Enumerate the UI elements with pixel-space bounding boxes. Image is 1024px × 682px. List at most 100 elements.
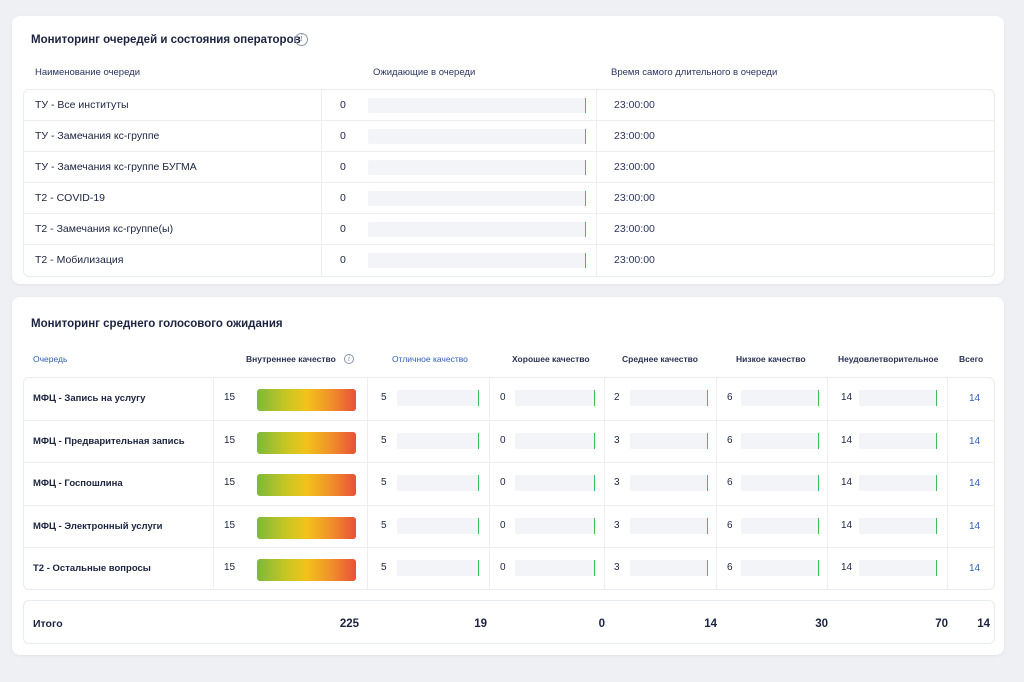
bad-quality-bar: [859, 560, 937, 576]
column-divider: [716, 420, 717, 462]
column-header-low-quality[interactable]: Низкое качество: [736, 354, 806, 364]
queue-row[interactable]: Т2 - COVID-19 0 23:00:00: [24, 183, 994, 214]
voice-queue-row[interactable]: МФЦ - Электронный услуги 15 5 0 3 6 14 14: [24, 505, 994, 548]
low-quality-bar: [741, 560, 819, 576]
column-header-total[interactable]: Всего: [959, 354, 984, 364]
info-icon[interactable]: i: [344, 354, 354, 364]
column-divider: [827, 463, 828, 505]
low-quality-bar: [741, 390, 819, 406]
voice-queue-row[interactable]: Т2 - Остальные вопросы 15 5 0 3 6 14 14: [24, 548, 994, 589]
column-divider: [367, 420, 368, 462]
column-divider: [604, 505, 605, 547]
column-divider: [716, 463, 717, 505]
medium-quality-bar: [630, 560, 708, 576]
good-quality-bar: [515, 475, 595, 491]
total-internal: 225: [339, 618, 359, 630]
excellent-quality-value: 5: [381, 519, 387, 531]
waiting-bar: [368, 222, 586, 237]
voice-wait-totals-row: Итого 225 19 0 14 30 70 14: [23, 600, 995, 644]
bar-marker: [817, 560, 819, 576]
column-divider: [321, 183, 322, 213]
info-icon[interactable]: i: [295, 33, 308, 46]
bar-marker: [706, 560, 708, 576]
low-quality-bar: [741, 432, 819, 449]
column-header-medium-quality[interactable]: Среднее качество: [622, 354, 698, 364]
bad-quality-value: 14: [841, 562, 853, 573]
column-divider: [596, 183, 597, 213]
queue-row[interactable]: ТУ - Замечания кс-группе БУГМА 0 23:00:00: [24, 152, 994, 183]
voice-queue-name: МФЦ - Запись на услугу: [33, 393, 146, 404]
bar-marker: [593, 560, 595, 576]
medium-quality-bar: [630, 390, 708, 406]
column-divider: [489, 463, 490, 505]
good-quality-value: 0: [500, 519, 506, 531]
longest-wait-time: 23:00:00: [614, 161, 655, 173]
column-header-excellent-quality[interactable]: Отличное качество: [392, 354, 468, 364]
column-header-internal-quality[interactable]: Внутреннее качество: [246, 354, 336, 364]
medium-quality-bar: [630, 517, 708, 534]
voice-total-value: 14: [969, 393, 981, 404]
voice-total-value: 14: [969, 435, 981, 447]
bar-marker: [706, 432, 708, 449]
column-header-waiting: Ожидающие в очереди: [373, 67, 476, 78]
bad-quality-value: 14: [841, 477, 853, 488]
bad-quality-value: 14: [841, 519, 853, 531]
internal-quality-value: 15: [224, 562, 236, 573]
medium-quality-bar: [630, 475, 708, 491]
bar-marker: [817, 475, 819, 491]
column-divider: [213, 463, 214, 505]
bar-marker: [584, 98, 586, 113]
column-header-queue[interactable]: Очередь: [33, 354, 68, 364]
bar-marker: [584, 129, 586, 144]
queue-row[interactable]: Т2 - Замечания кс-группе(ы) 0 23:00:00: [24, 214, 994, 245]
column-header-unsatisfactory[interactable]: Неудовлетворительное: [838, 354, 939, 364]
column-divider: [716, 548, 717, 589]
waiting-bar: [368, 160, 586, 175]
voice-wait-table: МФЦ - Запись на услугу 15 5 0 2 6 14 14 МФЦ - Пр…: [23, 377, 995, 590]
column-divider: [213, 378, 214, 420]
queue-table: ТУ - Все институты 0 23:00:00 ТУ - Замечани…: [23, 89, 995, 277]
column-divider: [827, 420, 828, 462]
column-divider: [604, 420, 605, 462]
voice-queue-row[interactable]: МФЦ - Запись на услугу 15 5 0 2 6 14 14: [24, 378, 994, 421]
column-divider: [604, 463, 605, 505]
excellent-quality-value: 5: [381, 434, 387, 446]
waiting-count: 0: [340, 99, 346, 111]
column-divider: [367, 378, 368, 420]
low-quality-value: 6: [727, 434, 733, 446]
medium-quality-value: 3: [614, 519, 620, 531]
queue-monitoring-title: Мониторинг очередей и состояния оператор…: [31, 34, 301, 46]
bar-marker: [593, 390, 595, 406]
good-quality-value: 0: [500, 434, 506, 446]
low-quality-value: 6: [727, 477, 733, 488]
column-divider: [827, 378, 828, 420]
column-divider: [321, 90, 322, 120]
bar-marker: [477, 432, 479, 449]
column-header-good-quality[interactable]: Хорошее качество: [512, 354, 590, 364]
voice-queue-row[interactable]: МФЦ - Предварительная запись 15 5 0 3 6 14 14: [24, 420, 994, 463]
low-quality-value: 6: [727, 392, 733, 403]
queue-name: ТУ - Все институты: [35, 99, 129, 111]
internal-quality-value: 15: [224, 519, 236, 531]
quality-gradient-bar: [257, 559, 356, 581]
queue-row[interactable]: ТУ - Замечания кс-группе 0 23:00:00: [24, 121, 994, 152]
column-divider: [947, 505, 948, 547]
column-divider: [596, 245, 597, 276]
total-unsatisfactory: 70: [935, 618, 948, 630]
column-divider: [947, 420, 948, 462]
bar-marker: [817, 517, 819, 534]
waiting-count: 0: [340, 161, 346, 173]
bar-marker: [584, 160, 586, 175]
column-divider: [213, 548, 214, 589]
queue-row[interactable]: Т2 - Мобилизация 0 23:00:00: [24, 245, 994, 276]
bad-quality-bar: [859, 517, 937, 534]
internal-quality-value: 15: [224, 434, 236, 446]
column-divider: [367, 463, 368, 505]
queue-row[interactable]: ТУ - Все институты 0 23:00:00: [24, 90, 994, 121]
voice-wait-title: Мониторинг среднего голосового ожидания: [31, 318, 283, 330]
column-divider: [489, 378, 490, 420]
queue-monitoring-card: Мониторинг очередей и состояния оператор…: [12, 16, 1004, 284]
bar-marker: [706, 390, 708, 406]
voice-queue-row[interactable]: МФЦ - Госпошлина 15 5 0 3 6 14 14: [24, 463, 994, 506]
column-divider: [213, 420, 214, 462]
